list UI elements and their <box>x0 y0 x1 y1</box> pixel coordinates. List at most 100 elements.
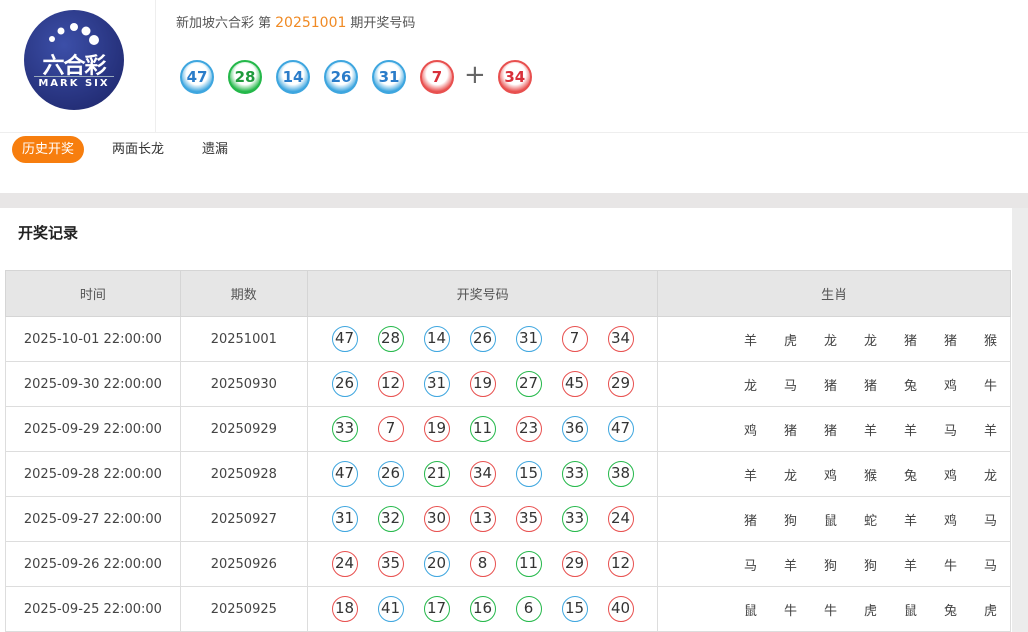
zodiac-cell: 羊龙鸡猴兔鸡龙 <box>657 451 1011 497</box>
zodiac: 羊 <box>903 513 917 529</box>
ball: 28 <box>228 60 262 94</box>
zodiac: 羊 <box>903 423 917 439</box>
table-row: 2025-10-01 22:00:00 20251001 47 28 14 26 31 7 34… <box>5 316 1011 362</box>
ball: 31 <box>423 371 450 397</box>
zodiac: 狗 <box>783 513 797 529</box>
zodiac: 猴 <box>863 468 877 484</box>
draw-title: 新加坡六合彩 第 20251001 期开奖号码 <box>176 12 415 31</box>
ball: 18 <box>331 596 358 622</box>
zodiac-cell: 猪狗鼠蛇羊鸡马 <box>657 496 1011 542</box>
ball: 41 <box>377 596 404 622</box>
ball: 24 <box>607 506 634 532</box>
history-table: 时间 期数 开奖号码 生肖 2025-10-01 22:00:00 20251001 47… <box>5 270 1011 632</box>
zodiac-cell: 鸡猪猪羊羊马羊 <box>657 406 1011 452</box>
zodiac: 虎 <box>783 333 797 349</box>
zodiac-cell: 马羊狗狗羊牛马 <box>657 541 1011 587</box>
ball: 21 <box>423 461 450 487</box>
zodiac: 猴 <box>983 333 997 349</box>
ball: 29 <box>607 371 634 397</box>
zodiac: 羊 <box>743 333 757 349</box>
zodiac: 马 <box>943 423 957 439</box>
table-row: 2025-09-26 22:00:00 20250926 24 35 20 8 11 29 12… <box>5 541 1011 587</box>
ball: 47 <box>180 60 214 94</box>
ball: 27 <box>515 371 542 397</box>
ball: 16 <box>469 596 496 622</box>
zodiac: 兔 <box>903 378 917 394</box>
tab-2[interactable]: 遗漏 <box>202 142 229 157</box>
zodiac: 猪 <box>823 378 837 394</box>
draw-numbers: 47 28 14 26 31 7 34 <box>306 316 659 362</box>
ball: 26 <box>331 371 358 397</box>
zodiac: 虎 <box>863 603 877 619</box>
zodiac: 马 <box>783 378 797 394</box>
ball: 12 <box>607 551 634 577</box>
tab-0[interactable]: 历史开奖 <box>12 136 85 163</box>
draw-issue: 20250927 <box>179 496 308 542</box>
draw-issue: 20251001 <box>179 316 308 362</box>
ball: 7 <box>377 416 404 442</box>
ball: 32 <box>377 506 404 532</box>
zodiac: 鼠 <box>823 513 837 529</box>
draw-time: 2025-09-29 22:00:00 <box>5 406 181 452</box>
zodiac: 兔 <box>903 468 917 484</box>
table-row: 2025-09-27 22:00:00 20250927 31 32 30 13 35 33 2… <box>5 496 1011 542</box>
draw-time: 2025-10-01 22:00:00 <box>5 316 181 362</box>
draw-issue: 20250925 <box>179 586 308 632</box>
zodiac: 龙 <box>863 333 877 349</box>
ball: 33 <box>561 461 588 487</box>
draw-numbers: 26 12 31 19 27 45 29 <box>306 361 659 407</box>
ball: 26 <box>324 60 358 94</box>
zodiac: 牛 <box>823 603 837 619</box>
zodiac: 猪 <box>783 423 797 439</box>
scrollbar[interactable] <box>1012 208 1028 632</box>
ball: 12 <box>377 371 404 397</box>
draw-issue: 20250930 <box>179 361 308 407</box>
column-header: 生肖 <box>657 270 1011 317</box>
draw-time: 2025-09-27 22:00:00 <box>5 496 181 542</box>
zodiac: 牛 <box>983 378 997 394</box>
table-row: 2025-09-30 22:00:00 20250930 26 12 31 19 27 45 2… <box>5 361 1011 407</box>
zodiac: 龙 <box>823 333 837 349</box>
zodiac: 羊 <box>903 558 917 574</box>
latest-balls: 47 28 14 26 31 7 +34 <box>180 60 546 94</box>
zodiac: 鼠 <box>903 603 917 619</box>
ball: 34 <box>469 461 496 487</box>
zodiac: 羊 <box>983 423 997 439</box>
ball: 13 <box>469 506 496 532</box>
ball: 33 <box>561 506 588 532</box>
ball: 47 <box>331 461 358 487</box>
ball: 29 <box>561 551 588 577</box>
ball: 47 <box>331 326 358 352</box>
column-header: 期数 <box>179 270 308 317</box>
draw-issue: 20250929 <box>179 406 308 452</box>
zodiac: 猪 <box>743 513 757 529</box>
ball: 15 <box>561 596 588 622</box>
zodiac: 虎 <box>983 603 997 619</box>
tab-bar: 历史开奖 两面长龙 遗漏 <box>12 136 256 163</box>
ball: 35 <box>377 551 404 577</box>
zodiac: 牛 <box>943 558 957 574</box>
draw-numbers: 18 41 17 16 6 15 40 <box>306 586 659 632</box>
table-row: 2025-09-25 22:00:00 20250925 18 41 17 16 6 15 40… <box>5 586 1011 632</box>
header: 六合彩 MARK SIX 新加坡六合彩 第 20251001 期开奖号码 47 28 1… <box>0 0 1028 163</box>
tab-1[interactable]: 两面长龙 <box>112 142 165 157</box>
zodiac: 狗 <box>823 558 837 574</box>
ball: 31 <box>515 326 542 352</box>
zodiac: 羊 <box>783 558 797 574</box>
ball: 7 <box>420 60 454 94</box>
draw-issue: 20250928 <box>179 451 308 497</box>
issue-number: 20251001 <box>275 15 347 31</box>
draw-time: 2025-09-25 22:00:00 <box>5 586 181 632</box>
title-prefix: 新加坡六合彩 第 <box>176 16 272 31</box>
ball: 33 <box>331 416 358 442</box>
title-suffix: 期开奖号码 <box>350 16 416 31</box>
zodiac-cell: 龙马猪猪兔鸡牛 <box>657 361 1011 407</box>
draw-numbers: 31 32 30 13 35 33 24 <box>306 496 659 542</box>
zodiac: 兔 <box>943 603 957 619</box>
draw-numbers: 24 35 20 8 11 29 12 <box>306 541 659 587</box>
ball: 47 <box>607 416 634 442</box>
ball: 31 <box>331 506 358 532</box>
zodiac: 猪 <box>823 423 837 439</box>
zodiac: 猪 <box>863 378 877 394</box>
divider <box>155 0 156 133</box>
